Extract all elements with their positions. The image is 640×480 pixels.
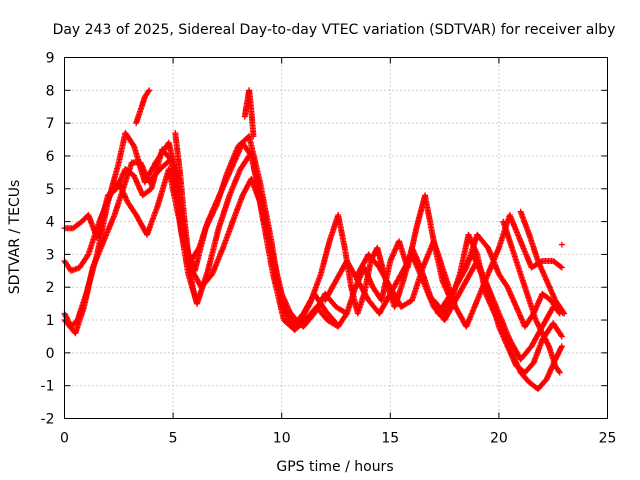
series-track-7 bbox=[172, 130, 200, 307]
data-point-marker bbox=[193, 300, 200, 307]
y-tick-label: 9 bbox=[46, 51, 55, 67]
series-track-6 bbox=[241, 87, 257, 140]
plot-frame bbox=[64, 57, 608, 419]
data-point-marker bbox=[560, 309, 567, 316]
y-tick-label: 8 bbox=[46, 83, 55, 99]
x-axis-label: GPS time / hours bbox=[276, 459, 393, 475]
data-point-marker bbox=[146, 87, 153, 94]
y-tick-label: 5 bbox=[46, 182, 55, 198]
series-track-5 bbox=[133, 87, 153, 127]
x-tick-label: 5 bbox=[169, 431, 178, 447]
y-tick-label: 4 bbox=[46, 215, 55, 231]
data-point-marker bbox=[558, 344, 565, 351]
series-track-12 bbox=[430, 231, 563, 330]
y-tick-label: 6 bbox=[46, 149, 55, 165]
data-point-marker bbox=[558, 264, 565, 271]
series-outlier bbox=[558, 241, 565, 248]
data-point-marker bbox=[558, 343, 565, 350]
series-track-14 bbox=[517, 208, 568, 317]
data-point-marker bbox=[306, 301, 313, 308]
data-points bbox=[61, 87, 568, 392]
chart-title: Day 243 of 2025, Sidereal Day-to-day VTE… bbox=[53, 22, 616, 38]
data-point-marker bbox=[545, 342, 552, 348]
y-tick-label: 2 bbox=[46, 280, 55, 296]
axis-ticks: 0 5 10 15 20 25 -2 -1 0 1 2 3 4 5 6 7 8 9 bbox=[41, 51, 617, 447]
data-point-marker bbox=[555, 349, 562, 356]
x-tick-label: 0 bbox=[60, 431, 69, 447]
y-tick-label: 0 bbox=[46, 346, 55, 362]
x-tick-label: 20 bbox=[490, 431, 508, 447]
y-tick-label: 3 bbox=[46, 247, 55, 263]
series-track-11 bbox=[354, 212, 565, 330]
y-tick-label: 1 bbox=[46, 313, 55, 329]
data-point-marker bbox=[556, 369, 563, 376]
y-tick-label: -2 bbox=[41, 412, 55, 428]
data-point-marker bbox=[558, 241, 565, 248]
y-axis-label: SDTVAR / TECUs bbox=[7, 180, 23, 295]
grid-lines bbox=[64, 57, 608, 419]
y-tick-label: 7 bbox=[46, 116, 55, 132]
data-point-marker bbox=[462, 265, 469, 272]
data-point-marker bbox=[558, 333, 565, 340]
x-tick-label: 15 bbox=[381, 431, 399, 447]
x-tick-label: 25 bbox=[599, 431, 617, 447]
y-tick-label: -1 bbox=[41, 379, 55, 395]
data-point-marker bbox=[145, 88, 152, 95]
series-track-13 bbox=[500, 218, 563, 376]
data-point-marker bbox=[561, 310, 568, 317]
x-tick-label: 10 bbox=[273, 431, 291, 447]
data-point-marker bbox=[557, 263, 564, 270]
data-point-marker bbox=[250, 133, 257, 140]
